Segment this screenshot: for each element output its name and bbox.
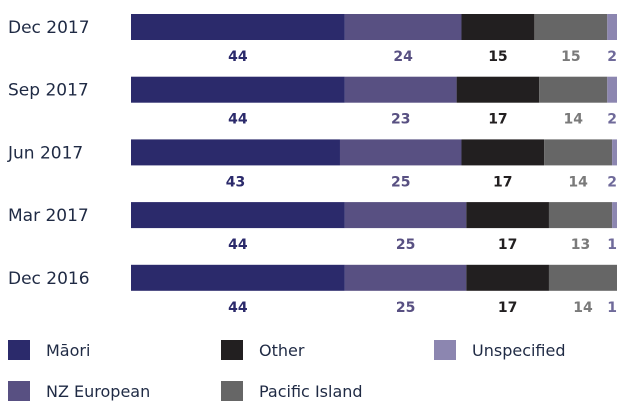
legend: Māori NZ European Other Pacific Island Unspe… (8, 340, 566, 401)
value-label-dec-2016-nz-european: 25 (396, 300, 415, 316)
value-labels: 44 24 15 15 2 44 23 17 14 2 43 25 17 14 2 44 25 17 13 1 44 25… (226, 49, 617, 316)
bar-jun-2017-maori (131, 139, 340, 166)
value-label-dec-2017-pacific-island: 15 (561, 49, 580, 65)
value-label-dec-2016-unspecified: 1 (607, 300, 617, 316)
value-label-dec-2016-maori: 44 (228, 300, 248, 316)
value-label-dec-2016-pacific-island: 14 (573, 300, 593, 316)
value-label-jun-2017-nz-european: 25 (391, 174, 410, 190)
bar-dec-2016-pacific-island (548, 264, 617, 291)
legend-swatch-unspecified (434, 340, 456, 360)
legend-swatch-pacific-island (221, 381, 243, 401)
category-label-mar-2017: Mar 2017 (8, 206, 89, 226)
value-label-sep-2017-pacific-island: 14 (564, 112, 584, 128)
bar-dec-2017-other (461, 14, 535, 40)
bar-jun-2017-nz-european (339, 139, 462, 166)
bar-mar-2017-other (466, 202, 549, 229)
bar-mar-2017-pacific-island (548, 202, 613, 229)
value-label-mar-2017-unspecified: 1 (607, 237, 617, 253)
value-label-dec-2017-unspecified: 2 (607, 49, 617, 65)
category-label-dec-2016: Dec 2016 (8, 269, 90, 289)
value-label-jun-2017-maori: 43 (226, 174, 245, 190)
legend-label-other: Other (259, 341, 305, 360)
value-label-jun-2017-unspecified: 2 (607, 174, 617, 190)
legend-label-nz-european: NZ European (46, 382, 150, 401)
bar-mar-2017-unspecified (612, 202, 617, 229)
bar-sep-2017-pacific-island (539, 76, 608, 103)
value-label-dec-2017-other: 15 (488, 49, 507, 65)
legend-label-maori: Māori (46, 341, 90, 360)
bar-dec-2016-maori (131, 264, 345, 291)
bar-sep-2017-unspecified (607, 76, 617, 103)
bar-sep-2017-other (456, 76, 540, 103)
bar-jun-2017-other (461, 139, 545, 166)
value-label-sep-2017-other: 17 (488, 112, 507, 128)
legend-swatch-other (221, 340, 243, 360)
bar-sep-2017-maori (131, 76, 345, 103)
value-label-dec-2017-maori: 44 (228, 49, 248, 65)
value-label-mar-2017-maori: 44 (228, 237, 248, 253)
legend-swatch-nz-european (8, 381, 30, 401)
category-labels: Dec 2017 Sep 2017 Jun 2017 Mar 2017 Dec 2016 (7, 18, 90, 289)
bar-mar-2017-maori (131, 202, 345, 229)
value-label-sep-2017-maori: 44 (228, 112, 248, 128)
bar-dec-2017-nz-european (344, 14, 462, 40)
bars (131, 14, 617, 291)
bar-jun-2017-unspecified (612, 139, 617, 166)
category-label-sep-2017: Sep 2017 (8, 81, 89, 101)
value-label-jun-2017-other: 17 (493, 174, 512, 190)
value-label-jun-2017-pacific-island: 14 (568, 174, 588, 190)
value-label-sep-2017-nz-european: 23 (391, 112, 410, 128)
bar-jun-2017-pacific-island (544, 139, 613, 166)
bar-dec-2017-maori (131, 14, 345, 40)
bar-dec-2016-other (466, 264, 549, 291)
bar-sep-2017-nz-european (344, 76, 457, 103)
value-label-mar-2017-other: 17 (498, 237, 517, 253)
bar-dec-2017-pacific-island (534, 14, 608, 40)
bar-dec-2017-unspecified (607, 14, 617, 40)
legend-swatch-maori (8, 340, 30, 360)
value-label-mar-2017-pacific-island: 13 (571, 237, 590, 253)
category-label-dec-2017: Dec 2017 (8, 18, 90, 38)
value-label-dec-2017-nz-european: 24 (393, 49, 413, 65)
legend-label-pacific-island: Pacific Island (259, 382, 363, 401)
value-label-sep-2017-unspecified: 2 (607, 112, 617, 128)
legend-label-unspecified: Unspecified (472, 341, 566, 360)
category-label-jun-2017: Jun 2017 (7, 143, 83, 163)
bar-dec-2016-nz-european (344, 264, 467, 291)
value-label-dec-2016-other: 17 (498, 300, 517, 316)
bar-mar-2017-nz-european (344, 202, 467, 229)
value-label-mar-2017-nz-european: 25 (396, 237, 415, 253)
